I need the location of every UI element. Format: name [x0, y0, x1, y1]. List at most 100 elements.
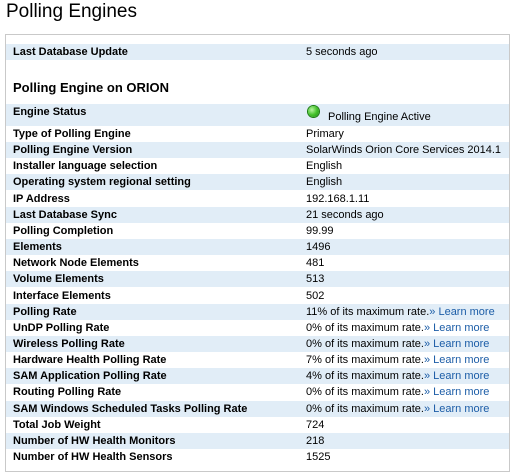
- detail-value: 21 seconds ago: [306, 209, 384, 222]
- last-database-update-row: Last Database Update 5 seconds ago: [6, 44, 509, 60]
- detail-row: Hardware Health Polling Rate 7% of its ma…: [6, 352, 509, 368]
- engine-status-label: Engine Status: [13, 106, 87, 118]
- detail-value-text: 7% of its maximum rate.: [306, 354, 424, 367]
- detail-row: Volume Elements 513: [6, 271, 509, 288]
- last-database-update-value: 5 seconds ago: [306, 46, 378, 58]
- detail-row: Polling Engine Version SolarWinds Orion C…: [6, 142, 509, 159]
- engine-status-row: Engine Status Polling Engine Active: [6, 104, 509, 126]
- detail-value-text: English: [306, 176, 343, 189]
- section-title: Polling Engine on ORION: [13, 80, 169, 95]
- detail-value-text: 0% of its maximum rate.: [306, 337, 424, 350]
- detail-value-text: 21 seconds ago: [306, 208, 384, 221]
- learn-more-link[interactable]: » Learn more: [423, 402, 490, 415]
- detail-label: Routing Polling Rate: [13, 386, 122, 399]
- detail-label: Wireless Polling Rate: [13, 337, 125, 350]
- detail-value: 1496: [306, 241, 330, 254]
- detail-value-text: 99.99: [306, 224, 334, 237]
- detail-row: Network Node Elements 481: [6, 255, 509, 271]
- learn-more-link[interactable]: » Learn more: [423, 337, 490, 350]
- detail-value: 7% of its maximum rate.» Learn more: [306, 354, 489, 367]
- detail-label: Polling Completion: [13, 224, 114, 237]
- detail-label: Polling Rate: [13, 305, 77, 318]
- detail-row: Operating system regional setting English: [6, 174, 509, 191]
- last-database-update-label: Last Database Update: [13, 46, 128, 58]
- detail-value: English: [306, 160, 342, 173]
- detail-row: Installer language selection English: [6, 158, 509, 174]
- detail-row: Interface Elements 502: [6, 288, 509, 304]
- detail-value: Primary: [306, 128, 344, 141]
- detail-value: 1525: [306, 451, 330, 464]
- learn-more-link[interactable]: » Learn more: [423, 370, 490, 383]
- page-title: Polling Engines: [6, 1, 137, 22]
- detail-row: Polling Completion 99.99: [6, 223, 509, 239]
- detail-value-text: 0% of its maximum rate.: [306, 321, 424, 334]
- detail-row: Last Database Sync 21 seconds ago: [6, 206, 509, 223]
- learn-more-link[interactable]: » Learn more: [423, 386, 490, 399]
- detail-value: 0% of its maximum rate.» Learn more: [306, 403, 489, 416]
- detail-label: Volume Elements: [13, 273, 104, 286]
- detail-value-text: 0% of its maximum rate.: [306, 386, 424, 399]
- detail-label: Polling Engine Version: [13, 144, 133, 157]
- detail-value: 502: [306, 290, 324, 303]
- detail-label: Installer language selection: [13, 160, 158, 173]
- detail-label: SAM Application Polling Rate: [13, 370, 167, 383]
- detail-value-text: 11% of its maximum rate.: [306, 305, 430, 318]
- detail-value: 4% of its maximum rate.» Learn more: [306, 370, 489, 383]
- detail-value-text: 481: [306, 257, 325, 270]
- detail-label: Elements: [13, 241, 62, 254]
- detail-value: 0% of its maximum rate.» Learn more: [306, 386, 489, 399]
- detail-value-text: 1496: [306, 241, 331, 254]
- detail-value: SolarWinds Orion Core Services 2014.1: [306, 144, 501, 157]
- detail-label: Total Job Weight: [13, 418, 101, 431]
- detail-label: UnDP Polling Rate: [13, 321, 110, 334]
- detail-row: Routing Polling Rate 0% of its maximum ra…: [6, 384, 509, 400]
- detail-row: Number of HW Health Sensors 1525: [6, 449, 509, 465]
- detail-row: Wireless Polling Rate 0% of its maximum r…: [6, 335, 509, 352]
- detail-value-text: 218: [306, 434, 325, 447]
- detail-value-text: 1525: [306, 451, 331, 463]
- detail-row: SAM Application Polling Rate 4% of its ma…: [6, 368, 509, 385]
- detail-row: Number of HW Health Monitors 218: [6, 432, 509, 449]
- detail-value: 11% of its maximum rate.» Learn more: [306, 306, 495, 319]
- detail-value-text: SolarWinds Orion Core Services 2014.1: [306, 144, 502, 157]
- polling-engines-panel: Last Database Update 5 seconds ago Polli…: [5, 34, 510, 472]
- detail-row: Elements 1496: [6, 239, 509, 256]
- engine-status-value: Polling Engine Active: [328, 111, 431, 123]
- detail-value-text: 502: [306, 289, 325, 302]
- detail-value-text: English: [306, 160, 343, 173]
- detail-value-text: 724: [306, 418, 325, 431]
- detail-row: IP Address 192.168.1.11: [6, 191, 509, 207]
- detail-label: IP Address: [13, 192, 70, 205]
- green-status-icon: [308, 106, 319, 117]
- detail-value: English: [306, 176, 342, 189]
- detail-value: 218: [306, 435, 324, 448]
- detail-label: Operating system regional setting: [13, 176, 191, 189]
- detail-value: 192.168.1.11: [306, 193, 369, 206]
- learn-more-link[interactable]: » Learn more: [423, 321, 490, 334]
- detail-value: 724: [306, 419, 324, 432]
- detail-row: UnDP Polling Rate 0% of its maximum rate.…: [6, 320, 509, 336]
- detail-label: Number of HW Health Sensors: [13, 451, 173, 463]
- detail-value-text: 0% of its maximum rate.: [306, 402, 424, 415]
- detail-label: Number of HW Health Monitors: [13, 434, 176, 447]
- detail-label: Interface Elements: [13, 289, 111, 302]
- detail-label: Hardware Health Polling Rate: [13, 354, 167, 367]
- detail-value: 99.99: [306, 225, 334, 238]
- detail-value-text: Primary: [306, 128, 344, 140]
- detail-label: Last Database Sync: [13, 208, 117, 221]
- detail-row: Polling Rate 11% of its maximum rate.» Le…: [6, 303, 509, 320]
- detail-value-text: 192.168.1.11: [306, 192, 370, 205]
- detail-value: 481: [306, 257, 324, 270]
- detail-label: SAM Windows Scheduled Tasks Polling Rate: [13, 402, 248, 415]
- detail-value-text: 4% of its maximum rate.: [306, 370, 424, 383]
- learn-more-link[interactable]: » Learn more: [423, 354, 490, 367]
- detail-row: SAM Windows Scheduled Tasks Polling Rate…: [6, 400, 509, 417]
- learn-more-link[interactable]: » Learn more: [429, 305, 495, 318]
- detail-label: Network Node Elements: [13, 257, 139, 270]
- detail-row: Total Job Weight 724: [6, 417, 509, 433]
- detail-value: 0% of its maximum rate.» Learn more: [306, 322, 489, 335]
- detail-label: Type of Polling Engine: [13, 128, 131, 140]
- detail-value-text: 513: [306, 273, 325, 286]
- detail-row: Type of Polling Engine Primary: [6, 126, 509, 142]
- detail-value: 0% of its maximum rate.» Learn more: [306, 338, 489, 351]
